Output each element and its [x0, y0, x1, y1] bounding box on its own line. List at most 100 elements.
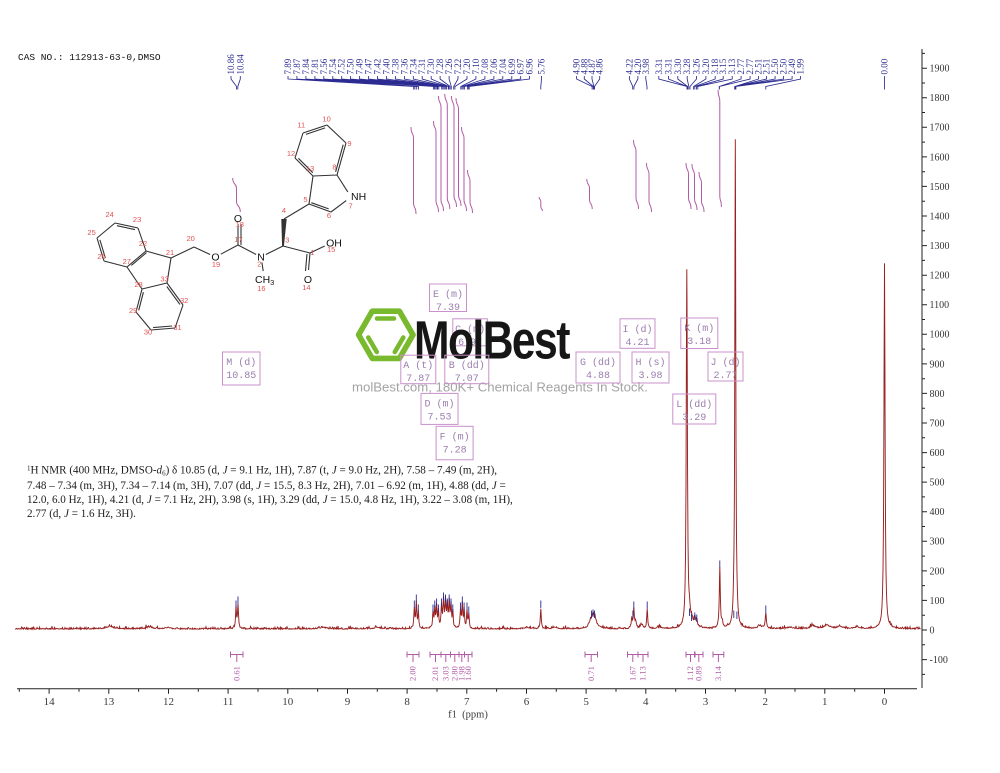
svg-text:10: 10 [322, 115, 330, 124]
svg-text:12.0, 6.0 Hz, 1H), 4.21 (d, J: 12.0, 6.0 Hz, 1H), 4.21 (d, J = 7.1 Hz, … [27, 494, 513, 506]
svg-text:32: 32 [180, 296, 188, 305]
svg-text:18: 18 [236, 220, 244, 229]
svg-text:100: 100 [930, 596, 945, 607]
svg-text:7.31: 7.31 [417, 59, 427, 75]
svg-text:23: 23 [133, 215, 141, 224]
svg-text:7.22: 7.22 [453, 59, 463, 75]
svg-text:10.85: 10.85 [226, 371, 256, 382]
svg-text:7.34: 7.34 [408, 58, 418, 74]
svg-text:3.26: 3.26 [692, 58, 702, 74]
svg-text:MolBest: MolBest [414, 311, 570, 371]
svg-text:7.87: 7.87 [406, 374, 430, 385]
svg-text:0.61: 0.61 [231, 666, 241, 681]
svg-text:7.42: 7.42 [373, 59, 383, 75]
svg-text:11: 11 [297, 121, 305, 130]
svg-text:16: 16 [257, 284, 265, 293]
svg-text:7.81: 7.81 [310, 59, 320, 75]
svg-text:10.84: 10.84 [235, 54, 245, 75]
svg-text:14: 14 [44, 696, 56, 708]
svg-text:-100: -100 [930, 655, 948, 666]
svg-text:3.30: 3.30 [673, 58, 683, 74]
svg-text:1.12: 1.12 [685, 666, 695, 681]
svg-text:24: 24 [106, 210, 114, 219]
svg-text:13: 13 [306, 164, 314, 173]
svg-text:33: 33 [160, 275, 168, 284]
svg-text:1000: 1000 [930, 330, 950, 341]
svg-text:1300: 1300 [930, 241, 950, 252]
svg-text:0: 0 [930, 625, 935, 636]
svg-text:7.53: 7.53 [427, 412, 451, 423]
svg-text:f1 (ppm): f1 (ppm) [448, 710, 488, 721]
svg-text:12: 12 [163, 696, 174, 708]
svg-text:L (dd): L (dd) [676, 399, 712, 411]
svg-text:J (d): J (d) [710, 357, 740, 369]
svg-text:B (dd): B (dd) [449, 360, 485, 372]
svg-text:7.10: 7.10 [471, 58, 481, 74]
svg-text:7.04: 7.04 [498, 58, 508, 74]
svg-text:12: 12 [287, 149, 295, 158]
svg-text:11: 11 [223, 696, 234, 708]
svg-text:400: 400 [930, 507, 945, 518]
svg-text:7: 7 [464, 696, 470, 708]
svg-text:17: 17 [234, 235, 242, 244]
svg-text:3.29: 3.29 [682, 413, 706, 424]
svg-text:28: 28 [134, 280, 142, 289]
svg-text:3.13: 3.13 [727, 58, 737, 74]
svg-text:3: 3 [285, 236, 289, 245]
svg-text:CH3: CH3 [255, 274, 274, 287]
svg-text:O: O [304, 274, 312, 286]
svg-text:7.06: 7.06 [489, 58, 499, 74]
svg-text:E (m): E (m) [433, 289, 463, 301]
svg-text:7.52: 7.52 [337, 59, 347, 75]
svg-text:2.00: 2.00 [408, 666, 418, 681]
svg-text:3.98: 3.98 [641, 58, 651, 74]
svg-text:3.15: 3.15 [718, 58, 728, 74]
svg-text:2.77: 2.77 [713, 371, 737, 382]
svg-text:4.20: 4.20 [633, 58, 643, 74]
svg-text:2.80: 2.80 [449, 666, 459, 681]
svg-text:7.47: 7.47 [364, 58, 374, 74]
svg-text:7.40: 7.40 [381, 58, 391, 74]
svg-text:1.13: 1.13 [638, 666, 648, 681]
svg-text:13: 13 [103, 696, 115, 708]
svg-text:3.20: 3.20 [701, 58, 711, 74]
svg-text:8: 8 [404, 696, 410, 708]
svg-text:1.99: 1.99 [796, 58, 806, 74]
svg-text:1.98: 1.98 [456, 666, 466, 681]
svg-text:900: 900 [930, 359, 945, 370]
svg-text:1100: 1100 [930, 300, 950, 311]
svg-text:6.97: 6.97 [516, 58, 526, 74]
svg-text:3.03: 3.03 [440, 666, 450, 681]
svg-text:N: N [257, 252, 265, 264]
svg-text:7: 7 [349, 202, 353, 211]
svg-text:500: 500 [930, 478, 945, 489]
svg-text:4.86: 4.86 [595, 58, 605, 74]
svg-text:1.67: 1.67 [628, 666, 638, 681]
svg-text:2.77: 2.77 [736, 58, 746, 74]
svg-text:14: 14 [302, 283, 310, 292]
svg-text:3.28: 3.28 [682, 58, 692, 74]
svg-text:3.31: 3.31 [664, 59, 674, 75]
svg-text:5: 5 [583, 696, 589, 708]
svg-text:2.01: 2.01 [430, 666, 440, 681]
svg-text:26: 26 [97, 252, 105, 261]
svg-text:OH: OH [326, 238, 342, 250]
svg-text:3.98: 3.98 [638, 371, 662, 382]
svg-text:K (m): K (m) [684, 323, 714, 335]
svg-text:2: 2 [762, 696, 768, 708]
svg-text:7.39: 7.39 [436, 303, 460, 314]
svg-text:4: 4 [282, 206, 286, 215]
svg-text:9: 9 [347, 139, 351, 148]
svg-text:7.48 – 7.34 (m, 3H), 7.34 – 7.: 7.48 – 7.34 (m, 3H), 7.34 – 7.14 (m, 3H)… [27, 480, 506, 492]
svg-text:4.21: 4.21 [625, 338, 649, 349]
svg-text:2.77 (d, J = 1.6 Hz, 3H).: 2.77 (d, J = 1.6 Hz, 3H). [27, 508, 136, 520]
svg-text:3: 3 [703, 696, 709, 708]
svg-text:1H NMR (400 MHz, DMSO-d6) δ 10: 1H NMR (400 MHz, DMSO-d6) δ 10.85 (d, J … [27, 465, 497, 478]
svg-text:4.22: 4.22 [624, 59, 634, 75]
svg-text:7.84: 7.84 [301, 58, 311, 74]
svg-text:4.90: 4.90 [572, 58, 582, 74]
svg-text:7.26: 7.26 [444, 58, 454, 74]
svg-text:1200: 1200 [930, 271, 950, 282]
svg-text:0: 0 [882, 696, 888, 708]
svg-text:2.51: 2.51 [754, 59, 764, 75]
